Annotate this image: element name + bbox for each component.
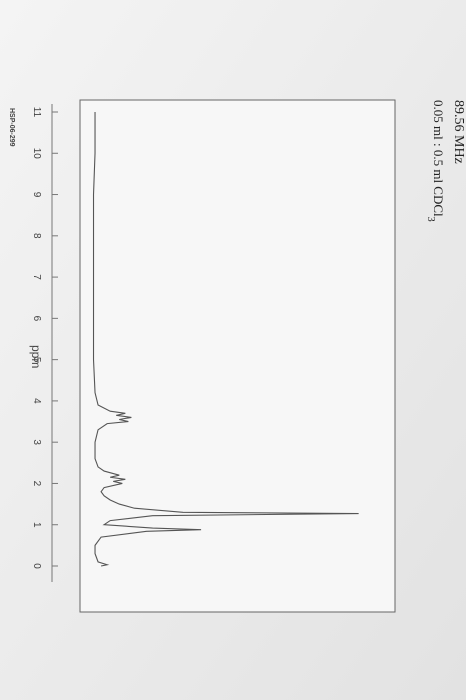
x-tick-label: 5 [31, 357, 42, 363]
x-tick-label: 3 [31, 439, 42, 445]
x-tick-label: 8 [31, 233, 42, 239]
spectrum-line [92, 112, 359, 567]
x-tick-label: 10 [31, 148, 42, 160]
x-tick-label: 7 [31, 274, 42, 280]
x-tick-label: 9 [31, 192, 42, 198]
plot-frame [79, 99, 396, 613]
x-tick-label: 4 [31, 398, 42, 404]
chart-subtitle: 0.05 ml : 0.5 ml CDCl3 [426, 100, 447, 222]
x-axis-label: ppm [29, 345, 43, 368]
x-tick-label: 6 [31, 316, 42, 322]
subtitle-subscript: 3 [426, 217, 437, 222]
sample-id: HSP-06-299 [8, 108, 15, 147]
subtitle-text: 0.05 ml : 0.5 ml CDCl [431, 100, 446, 217]
x-tick-label: 1 [31, 522, 42, 528]
x-tick-label: 11 [31, 107, 42, 118]
chart-title: 89.56 MHz [451, 100, 466, 164]
x-tick-label: 2 [31, 481, 42, 487]
x-tick-label: 0 [31, 563, 42, 569]
